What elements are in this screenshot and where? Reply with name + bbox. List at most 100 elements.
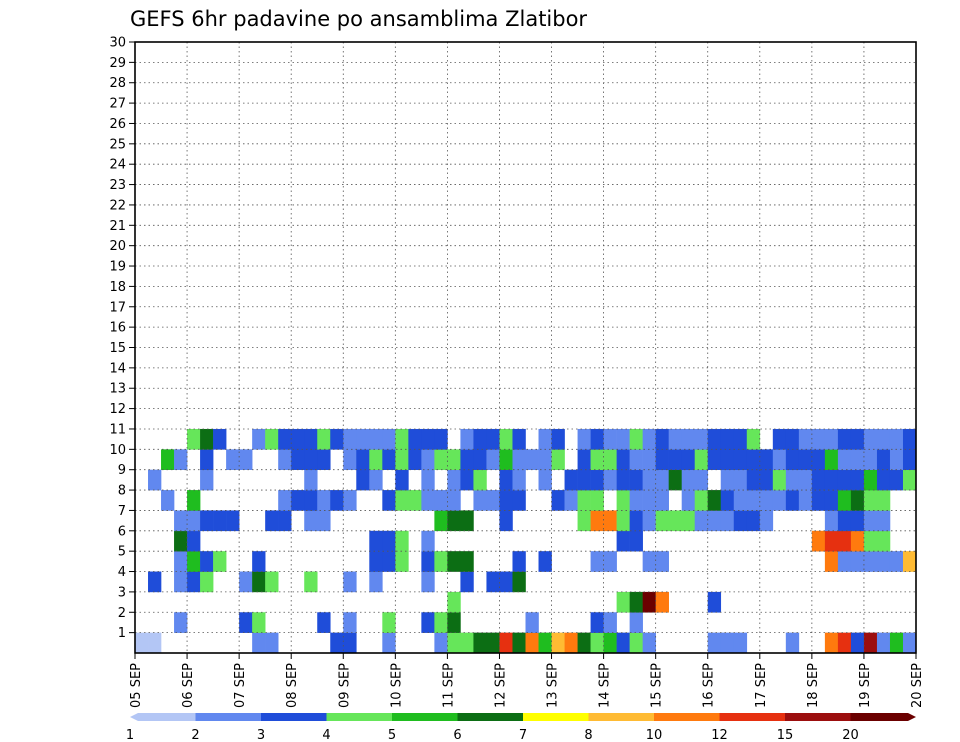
heatmap-cell — [837, 632, 852, 654]
heatmap-cell — [421, 530, 435, 552]
heatmap-cell — [135, 632, 149, 654]
heatmap-cell — [642, 428, 656, 450]
heatmap-cell — [226, 449, 240, 470]
heatmap-cell — [369, 469, 383, 491]
heatmap-cell — [590, 551, 604, 572]
y-tick-label: 9 — [118, 463, 126, 478]
heatmap-cell — [863, 530, 878, 552]
heatmap-cell — [304, 510, 318, 532]
heatmap-cell — [707, 510, 722, 532]
heatmap-cell — [681, 469, 696, 491]
heatmap-cell — [772, 490, 787, 511]
heatmap-cell — [876, 428, 891, 450]
heatmap-cell — [577, 490, 591, 511]
heatmap-cell — [304, 490, 318, 511]
heatmap-cell — [395, 490, 409, 511]
heatmap-cell — [655, 490, 669, 511]
heatmap-cell — [174, 612, 188, 633]
heatmap-cell — [616, 490, 630, 511]
heatmap-cell — [304, 571, 318, 593]
heatmap-cell — [512, 469, 526, 491]
heatmap-cell — [486, 571, 500, 593]
heatmap-cell — [746, 469, 761, 491]
heatmap-cell — [629, 632, 643, 654]
colorbar-label: 4 — [322, 728, 330, 742]
heatmap-cell — [252, 428, 266, 450]
heatmap-cell — [187, 571, 201, 593]
heatmap-cell — [616, 510, 630, 532]
heatmap-cell — [811, 428, 826, 450]
heatmap-cell — [655, 469, 669, 491]
heatmap-cell — [291, 449, 305, 470]
y-tick-label: 25 — [109, 137, 126, 152]
y-tick-label: 6 — [118, 524, 126, 539]
colorbar-label: 6 — [453, 728, 461, 742]
heatmap-cell — [590, 632, 604, 654]
heatmap-cell — [720, 449, 735, 470]
x-tick-label: 13 SEP — [546, 663, 561, 708]
colorbar-label: 3 — [257, 728, 265, 742]
heatmap-cell — [460, 632, 474, 654]
heatmap-cell — [265, 428, 279, 450]
heatmap-cell — [603, 428, 617, 450]
y-tick-label: 11 — [109, 422, 126, 437]
heatmap-cell — [382, 530, 396, 552]
heatmap-cell — [746, 428, 761, 450]
heatmap-cell — [811, 530, 826, 552]
heatmap-cell — [681, 510, 696, 532]
heatmap-cell — [304, 449, 318, 470]
heatmap-cell — [590, 510, 604, 532]
heatmap-cell — [551, 428, 565, 450]
heatmap-cell — [642, 551, 656, 572]
heatmap-cell — [512, 632, 526, 654]
heatmap-cell — [668, 449, 682, 470]
heatmap-cell — [863, 469, 878, 491]
heatmap-cell — [408, 428, 422, 450]
y-tick-label: 8 — [118, 484, 126, 499]
heatmap-cell — [486, 632, 500, 654]
heatmap-cell — [213, 551, 227, 572]
y-tick-label: 1 — [118, 626, 126, 641]
colorbar-segment — [719, 713, 785, 721]
heatmap-cell — [447, 632, 461, 654]
heatmap-cell — [629, 490, 643, 511]
heatmap-cell — [694, 490, 709, 511]
y-tick-label: 28 — [109, 76, 126, 91]
heatmap-cell — [369, 449, 383, 470]
heatmap-cell — [421, 490, 435, 511]
heatmap-cell — [382, 449, 396, 470]
heatmap-cell — [434, 551, 448, 572]
heatmap-cell — [356, 428, 370, 450]
heatmap-cell — [837, 469, 852, 491]
heatmap-cell — [889, 632, 904, 654]
chart-title: GEFS 6hr padavine po ansamblima Zlatibor — [130, 7, 587, 31]
x-tick-label: 17 SEP — [754, 663, 769, 708]
heatmap-cell — [538, 632, 552, 654]
x-tick-label: 19 SEP — [858, 663, 873, 708]
heatmap-cell — [876, 449, 891, 470]
heatmap-cell — [434, 449, 448, 470]
heatmap-cell — [707, 449, 722, 470]
x-tick-label: 11 SEP — [441, 663, 456, 708]
heatmap-cell — [421, 612, 435, 633]
heatmap-cell — [837, 510, 852, 532]
heatmap-cell — [174, 510, 188, 532]
heatmap-cell — [863, 449, 878, 470]
heatmap-cell — [460, 428, 474, 450]
heatmap-cell — [642, 469, 656, 491]
heatmap-cell — [551, 490, 565, 511]
heatmap-cell — [876, 551, 891, 572]
heatmap-cell — [291, 428, 305, 450]
heatmap-cell — [447, 469, 461, 491]
heatmap-cell — [421, 571, 435, 593]
y-tick-label: 19 — [109, 260, 126, 275]
y-tick-label: 29 — [109, 56, 126, 71]
heatmap-cell — [187, 551, 201, 572]
heatmap-cell — [642, 449, 656, 470]
heatmap-cell — [538, 551, 552, 572]
heatmap-cell — [382, 612, 396, 633]
heatmap-cell — [525, 632, 539, 654]
heatmap-cell — [837, 551, 852, 572]
y-tick-label: 24 — [109, 158, 126, 173]
heatmap-cell — [187, 510, 201, 532]
